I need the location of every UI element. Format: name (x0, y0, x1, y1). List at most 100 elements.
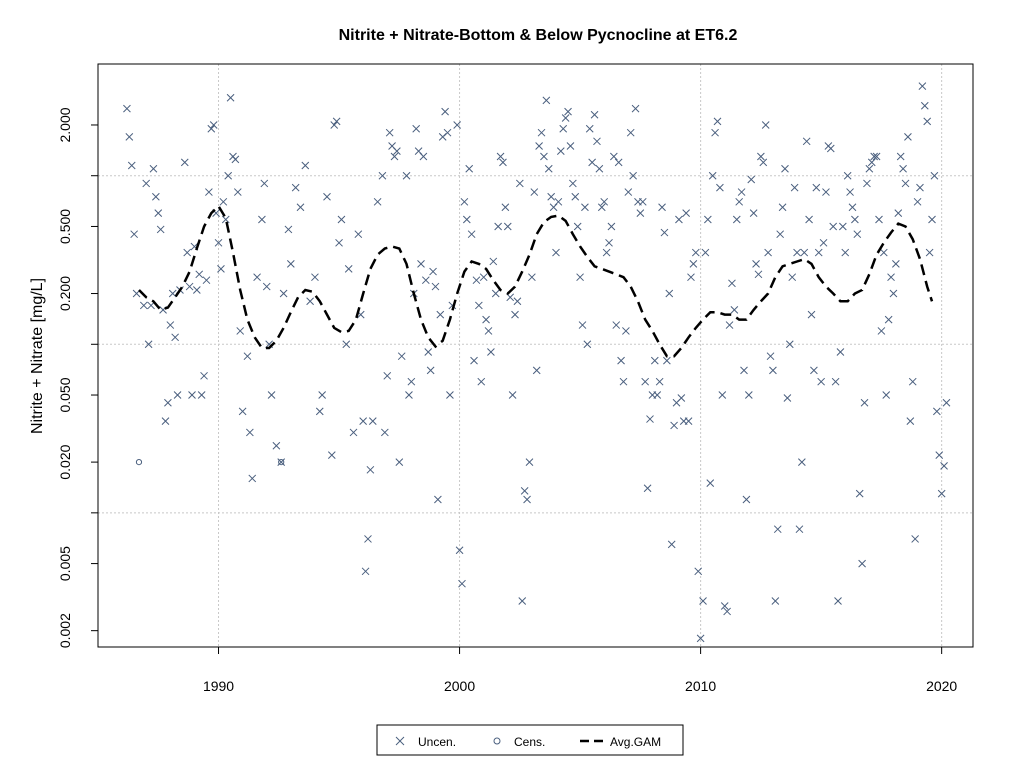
data-point-uncen (935, 451, 944, 459)
data-point-uncen (337, 215, 346, 224)
data-point-uncen (757, 152, 765, 161)
data-point-uncen (166, 321, 175, 329)
data-point-uncen (624, 188, 633, 196)
data-point-uncen (421, 276, 430, 285)
data-point-uncen (761, 121, 770, 129)
data-point-uncen (609, 152, 618, 161)
data-point-uncen (619, 377, 628, 386)
data-point-uncen (622, 327, 630, 335)
data-point-uncen (260, 179, 269, 188)
data-point-uncen (364, 535, 372, 543)
data-point-uncen (180, 158, 189, 167)
data-point-uncen (901, 179, 910, 188)
data-point-uncen (822, 188, 830, 196)
x-tick-label: 2000 (444, 678, 475, 694)
data-point-uncen (908, 377, 917, 386)
data-point-uncen (518, 597, 527, 605)
data-point-uncen (431, 282, 440, 291)
data-point-uncen (887, 273, 895, 282)
data-point-uncen (571, 192, 580, 201)
data-point-uncen (684, 417, 693, 425)
data-point-uncen (127, 161, 136, 170)
data-point-uncen (708, 171, 717, 180)
data-point-uncen (805, 215, 813, 224)
data-point-uncen (588, 158, 596, 167)
data-point-uncen (417, 260, 425, 268)
data-point-uncen (161, 417, 170, 425)
data-point-uncen (689, 260, 698, 268)
data-point-uncen (125, 133, 134, 141)
data-point-uncen (687, 273, 695, 282)
data-point-uncen (342, 340, 351, 349)
data-point-uncen (583, 340, 592, 349)
data-point-uncen (378, 171, 387, 180)
data-point-uncen (238, 407, 247, 416)
data-point-uncen (812, 183, 821, 192)
data-point-uncen (899, 164, 907, 173)
data-point-cens (135, 459, 143, 466)
data-point-uncen (284, 225, 293, 234)
data-point-uncen (246, 428, 254, 437)
data-point-uncen (716, 183, 724, 192)
data-point-uncen (641, 377, 650, 386)
data-point-uncen (472, 276, 481, 285)
plot-frame (97, 63, 974, 648)
data-point-uncen (631, 104, 640, 113)
data-point-uncen (390, 152, 399, 161)
data-point-uncen (207, 124, 216, 133)
y-axis: 0.002 0.005 0.020 0.050 0.200 0.500 2.000 (57, 107, 98, 648)
data-point-uncen (547, 192, 556, 201)
data-point-uncen (380, 428, 389, 437)
data-point-uncen (458, 579, 466, 588)
data-point-uncen (937, 489, 946, 498)
data-point-uncen (660, 228, 669, 237)
data-point-uncen (807, 310, 816, 319)
data-point-uncen (513, 297, 522, 306)
data-point-uncen (872, 152, 881, 161)
chart-title: Nitrite + Nitrate-Bottom & Below Pycnocl… (339, 27, 738, 44)
data-point-uncen (764, 248, 772, 257)
data-point-uncen (930, 171, 939, 180)
data-point-uncen (747, 175, 756, 184)
legend-box (376, 724, 684, 756)
data-point-uncen (506, 293, 515, 302)
data-point-uncen (826, 144, 835, 153)
data-point-uncen (499, 158, 507, 167)
data-point-uncen (831, 377, 840, 386)
data-point-uncen (470, 356, 478, 365)
data-point-uncen (393, 147, 401, 155)
data-point-uncen (489, 257, 498, 266)
legend-item-uncen: Uncen. (395, 735, 456, 749)
data-point-uncen (913, 197, 922, 206)
x-axis: 1990 2000 2010 2020 (203, 647, 957, 694)
data-point-uncen (412, 124, 421, 133)
data-point-uncen (916, 183, 924, 192)
data-point-uncen (665, 289, 674, 298)
data-point-uncen (742, 495, 751, 504)
data-point-uncen (407, 377, 416, 386)
data-point-uncen (361, 567, 370, 576)
data-points (123, 82, 951, 643)
data-point-uncen (663, 356, 671, 365)
data-point-uncen (593, 137, 601, 146)
data-point-uncen (479, 273, 488, 282)
data-point-uncen (658, 203, 666, 212)
data-point-uncen (424, 348, 433, 356)
data-point-uncen (781, 164, 789, 173)
data-point-uncen (496, 152, 505, 161)
data-point-uncen (385, 128, 394, 137)
data-point-uncen (173, 391, 182, 399)
data-point-uncen (569, 179, 577, 188)
data-point-uncen (528, 273, 536, 282)
data-point-uncen (441, 107, 449, 116)
data-point-uncen (561, 114, 570, 122)
data-point-uncen (426, 366, 435, 375)
data-point-uncen (752, 260, 760, 268)
data-point-uncen (323, 192, 331, 201)
data-point-uncen (144, 340, 153, 349)
data-point-uncen (130, 230, 139, 239)
data-point-uncen (928, 215, 936, 224)
gam-line (138, 204, 934, 358)
data-point-uncen (858, 559, 866, 568)
data-point-uncen (576, 273, 584, 282)
